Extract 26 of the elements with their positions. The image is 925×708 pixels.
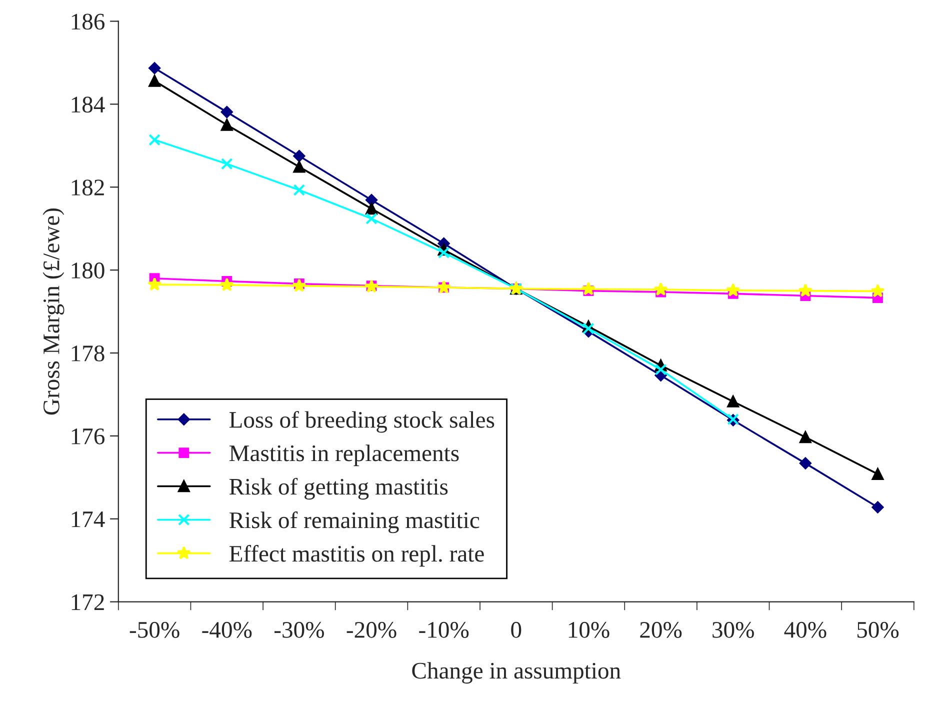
- x-tick-label: 30%: [712, 622, 754, 638]
- x-tick-label: 40%: [784, 622, 826, 638]
- y-axis-title: Gross Margin (£/ewe): [42, 208, 64, 415]
- y-tick-label: 186: [72, 14, 104, 30]
- y-tick-label: 180: [72, 262, 104, 278]
- x-tick-label: 50%: [857, 622, 899, 638]
- x-axis-title: Change in assumption: [412, 662, 621, 684]
- x-tick-label: 0: [511, 622, 522, 638]
- x-tick-label: -40%: [202, 622, 252, 638]
- legend-label: Loss of breeding stock sales: [229, 410, 494, 433]
- x-tick-label: -50%: [130, 622, 180, 638]
- y-tick-label: 178: [72, 345, 104, 362]
- y-tick-label: 182: [72, 180, 104, 196]
- x-tick-label: -20%: [346, 622, 396, 638]
- x-tick-label: 20%: [640, 622, 682, 638]
- y-tick-label: 172: [72, 594, 104, 610]
- y-tick-label: 176: [72, 428, 104, 444]
- legend-label: Effect mastitis on repl. rate: [229, 544, 484, 567]
- x-tick-label: -30%: [274, 622, 324, 638]
- x-tick-label: -10%: [419, 622, 469, 638]
- y-tick-label: 174: [72, 511, 105, 528]
- y-tick-label: 184: [72, 96, 105, 113]
- x-tick-label: 10%: [568, 622, 610, 638]
- legend-label: Risk of getting mastitis: [229, 478, 448, 500]
- legend-label: Risk of remaining mastitic: [229, 511, 480, 534]
- legend-label: Mastitis in replacements: [229, 444, 459, 466]
